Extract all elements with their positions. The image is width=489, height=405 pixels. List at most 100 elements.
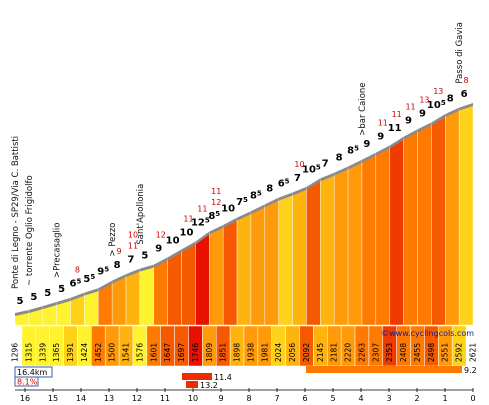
- road-shading: [320, 172, 335, 182]
- gradient-label: 7: [127, 255, 134, 266]
- gradient-label: 75: [236, 196, 248, 208]
- gradient-bands: [14, 102, 474, 326]
- gradient-label: 5: [58, 284, 65, 295]
- gradient-band: [139, 264, 154, 326]
- gradient-label: 8: [336, 153, 343, 164]
- gradient-band: [445, 107, 460, 326]
- gradient-band: [209, 224, 224, 326]
- road-shading: [361, 152, 376, 163]
- gradient-band: [458, 102, 474, 326]
- gradient-label: 9: [405, 115, 412, 126]
- elevation-label: 1938: [246, 343, 255, 362]
- gradient-label: 9: [419, 109, 426, 120]
- max-gradient-label: 12: [211, 198, 221, 207]
- road-shading: [139, 264, 154, 272]
- place-label: Passo di Gavia: [455, 22, 465, 84]
- elevation-label: 2408: [399, 343, 408, 362]
- gradient-label: 9: [363, 139, 370, 150]
- elevation-label: 2024: [274, 343, 283, 362]
- gradient-label: 8: [114, 260, 121, 271]
- elevation-label: 2592: [455, 343, 464, 362]
- axis-tick-label: 9: [218, 394, 223, 403]
- elevation-label: 2092: [302, 343, 311, 362]
- elevation-label: 1424: [80, 343, 89, 362]
- axis-tick-label: 10: [188, 394, 198, 403]
- road-shading: [70, 292, 85, 301]
- max-gradient-label: 13: [433, 87, 443, 96]
- gradient-label: 10: [180, 228, 194, 239]
- gradient-band: [334, 166, 349, 326]
- avg-gradient-box: [14, 376, 39, 387]
- elevation-label: 1541: [122, 343, 131, 362]
- axis-tick-label: 3: [386, 394, 391, 403]
- gradient-band: [125, 268, 141, 326]
- gradient-label: 7: [322, 159, 329, 170]
- road-shading: [195, 231, 210, 245]
- max-section-3-text: 9.2: [464, 366, 477, 375]
- gradient-band: [278, 192, 293, 326]
- road-shading: [223, 217, 238, 229]
- elevation-label: 2056: [288, 343, 297, 362]
- summary-block: ©www.cyclingcols.com 16.4km 8.1% 11.4 13…: [14, 329, 477, 390]
- road-shading: [278, 192, 293, 201]
- gradient-band: [236, 210, 252, 326]
- gradient-label: 85: [250, 189, 262, 201]
- gradient-band: [153, 257, 168, 326]
- axis-tick-label: 14: [76, 394, 86, 403]
- gradient-label: 5: [44, 288, 51, 299]
- elevation-label: 1809: [205, 343, 214, 362]
- avg-gradient-text: 8.1%: [17, 378, 38, 387]
- gradient-label: 85: [347, 145, 359, 157]
- distance-text: 16.4km: [17, 368, 47, 377]
- max-gradient-label: 8: [75, 266, 80, 275]
- max-gradient-label: 11: [197, 205, 207, 214]
- elevation-label: 2455: [413, 343, 422, 362]
- road-shading: [112, 274, 127, 284]
- road-shading: [15, 309, 29, 316]
- gradient-band: [417, 122, 432, 326]
- elevation-label: 1365: [52, 343, 61, 362]
- road-shading: [459, 103, 473, 111]
- axis-tick-label: 1: [442, 394, 447, 403]
- gradient-label: 5: [16, 296, 23, 307]
- elevation-label: 1296: [11, 343, 20, 362]
- elevation-label: 2263: [357, 343, 366, 362]
- max-gradient-label: 10: [128, 231, 138, 240]
- axis-tick-label: 7: [274, 394, 279, 403]
- axis-tick-label: 13: [104, 394, 114, 403]
- road-shading: [28, 306, 43, 313]
- road-shading: [126, 268, 140, 278]
- place-label: Ponte di Legno - SP29/Via C. Battisti: [11, 136, 21, 289]
- max-section-1-bar: [182, 373, 212, 380]
- elevation-label: 2498: [427, 343, 436, 362]
- elevation-label: 1851: [219, 343, 228, 362]
- gradient-label: 8: [447, 94, 454, 105]
- road-shading: [209, 225, 224, 235]
- elevation-label: 1315: [24, 343, 33, 362]
- gradient-band: [167, 249, 182, 326]
- gradient-label: 9: [155, 243, 162, 254]
- max-gradient-label: 11: [405, 102, 415, 111]
- road-shading: [403, 129, 418, 140]
- gradient-band: [306, 178, 321, 326]
- gradient-label: 10: [166, 235, 180, 246]
- gradient-label: 105: [427, 99, 446, 111]
- max-section-2-bar: [186, 381, 198, 388]
- gradient-band: [222, 217, 238, 326]
- elevation-label: 1576: [135, 343, 144, 362]
- axis-tick-label: 4: [358, 394, 363, 403]
- gradient-label: 7: [294, 173, 301, 184]
- elevation-label: 2621: [469, 343, 478, 362]
- road-shading: [334, 166, 349, 176]
- elevation-label: 1452: [94, 343, 103, 362]
- max-gradient-label: 11: [211, 187, 221, 196]
- distance-axis: 16 15 14 13 12 11 10 9 8 7 6 5 4 3 2 1 0: [15, 388, 476, 403]
- road-shading: [306, 178, 321, 190]
- elevation-label: 1981: [260, 343, 269, 362]
- gradient-label: 65: [278, 178, 290, 190]
- axis-tick-label: 6: [302, 394, 307, 403]
- max-gradient-label: 11: [128, 242, 138, 251]
- elevation-label: 2220: [344, 343, 353, 362]
- road-shading: [153, 257, 168, 268]
